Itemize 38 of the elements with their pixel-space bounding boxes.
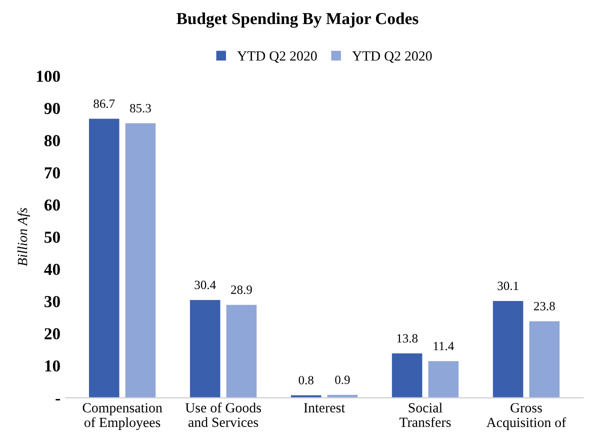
y-tick-label: 60 [44, 199, 60, 211]
bar [88, 118, 120, 398]
y-tick-label: 20 [44, 328, 60, 340]
data-label: 0.8 [298, 376, 314, 384]
legend-label: YTD Q2 2020 [237, 51, 317, 63]
y-tick-label: 80 [44, 135, 60, 146]
x-tick-label: Compensation of Employees [82, 403, 162, 430]
bar [529, 321, 560, 398]
x-tick-label: Interest [304, 403, 346, 412]
data-label: 85.3 [130, 104, 151, 112]
data-label: 30.1 [498, 282, 518, 290]
bar [190, 300, 220, 398]
legend-label: YTD Q2 2020 [352, 51, 432, 63]
chart-title: Budget Spending By Major Codes [176, 12, 418, 28]
data-label: 30.4 [194, 280, 216, 290]
y-tick-label: 90 [44, 102, 60, 114]
data-label: 23.8 [534, 302, 555, 310]
data-label: 13.8 [397, 334, 418, 343]
y-tick-label: 40 [44, 264, 60, 276]
y-tick-label: 30 [44, 296, 60, 308]
y-tick-label: 70 [44, 167, 60, 178]
bar [125, 123, 156, 398]
x-tick-label: Social Transfers [400, 402, 451, 427]
y-tick-label: 100 [36, 70, 60, 82]
data-label: 86.7 [94, 99, 115, 108]
x-tick-label: Use of Goods and Services [185, 402, 261, 427]
bar [226, 304, 257, 398]
x-tick-label: Gross Acquisition of [486, 403, 566, 430]
bar [392, 353, 422, 398]
y-tick-label: 50 [44, 232, 60, 243]
data-label: 0.9 [335, 376, 350, 384]
y-tick-label: - [56, 398, 60, 400]
bar [428, 361, 459, 398]
y-axis-title: Billion Afs [17, 208, 30, 266]
y-tick-label: 10 [45, 360, 60, 372]
bar [492, 300, 524, 398]
data-label: 28.9 [231, 286, 252, 294]
data-label: 11.4 [434, 342, 454, 350]
